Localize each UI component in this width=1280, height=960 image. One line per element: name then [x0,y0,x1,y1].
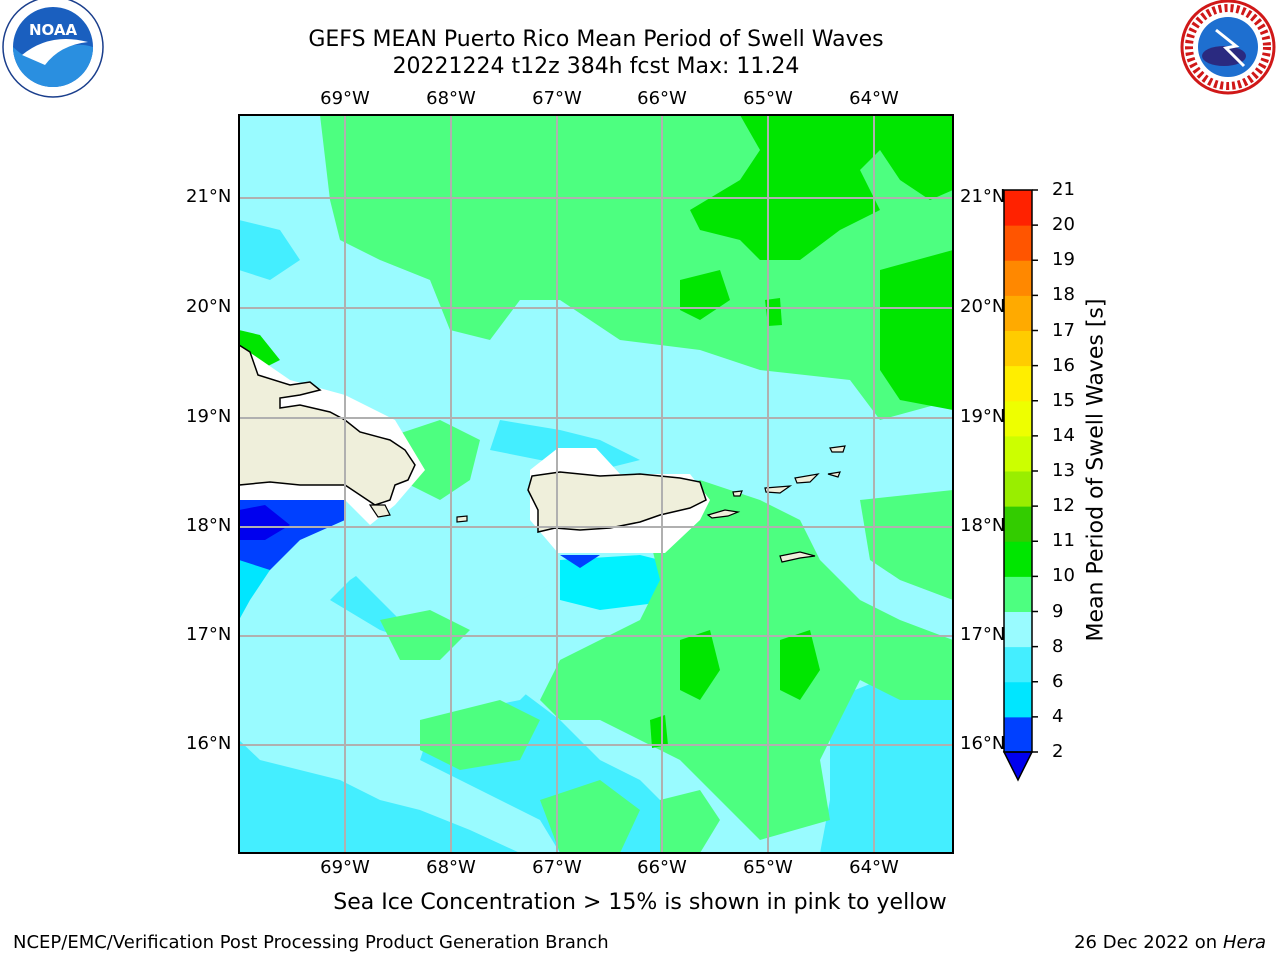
map-panel [238,115,953,853]
lon-label-top: 66°W [637,88,687,109]
lat-label-left: 18°N [186,515,232,536]
lon-label-top: 69°W [320,88,370,109]
lon-label-bottom: 64°W [849,857,899,878]
colorbar-tick-label: 13 [1052,460,1075,481]
colorbar-tick-label: 19 [1052,249,1075,271]
lon-label-top: 64°W [849,88,899,109]
colorbar-tick-label: 6 [1052,670,1064,692]
colorbar-segment [1004,260,1032,296]
lat-label-right: 16°N [960,733,1004,754]
colorbar-segment [1004,471,1032,507]
colorbar-segment [1004,365,1032,402]
lon-label-bottom: 66°W [637,857,687,878]
colorbar-segment [1004,330,1032,367]
colorbar-tick-label: 10 [1052,565,1075,587]
lat-label-right: 20°N [960,296,1004,317]
map-title: GEFS MEAN Puerto Rico Mean Period of Swe… [308,27,884,52]
lat-label-left: 21°N [186,186,232,207]
colorbar-segment [1004,400,1032,437]
colorbar-tick-label: 16 [1052,354,1075,376]
colorbar-tick-label: 8 [1052,635,1064,657]
svg-text:NOAA: NOAA [29,21,78,39]
lat-label-left: 19°N [186,406,232,427]
lon-label-bottom: 69°W [320,857,370,878]
colorbar-segment [1004,716,1032,753]
lat-label-right: 21°N [960,186,1004,207]
lon-label-bottom: 65°W [743,857,793,878]
lat-label-left: 16°N [186,733,232,754]
colorbar-tick-label: 9 [1052,600,1064,622]
map-frame [238,114,954,854]
colorbar-segment [1004,225,1032,261]
colorbar-tick-label: 11 [1052,530,1075,552]
colorbar-segment [1004,506,1032,542]
lat-label-left: 20°N [186,296,232,317]
lon-label-top: 67°W [532,88,582,109]
map-subtitle: 20221224 t12z 384h fcst Max: 11.24 [392,54,800,79]
lat-label-right: 18°N [960,515,1004,536]
colorbar [1002,189,1038,782]
colorbar-segment [1004,190,1032,226]
colorbar-segment [1004,681,1032,718]
colorbar-extend-triangle [1002,751,1034,782]
lat-label-right: 19°N [960,406,1004,427]
sea-ice-caption: Sea Ice Concentration > 15% is shown in … [333,890,947,915]
colorbar-tick-label: 4 [1052,705,1064,727]
colorbar-segment [1004,576,1032,612]
colorbar-tick-label: 20 [1052,214,1075,236]
colorbar-tick-label: 14 [1052,424,1075,446]
colorbar-tick-label: 12 [1052,495,1075,517]
colorbar-segment [1004,435,1032,472]
colorbar-segment [1004,646,1032,683]
colorbar-title: Mean Period of Swell Waves [s] [1083,298,1109,642]
lat-label-left: 17°N [186,624,232,645]
lon-label-top: 68°W [426,88,476,109]
national-weather-service-logo [1180,0,1276,95]
lat-label-right: 17°N [960,624,1004,645]
colorbar-tick-label: 15 [1052,389,1075,411]
colorbar-segment [1004,295,1032,331]
lon-label-top: 65°W [743,88,793,109]
footer-date: 26 Dec 2022 on Hera [1074,932,1266,953]
footer-branch: NCEP/EMC/Verification Post Processing Pr… [13,932,609,953]
colorbar-tick-label: 18 [1052,284,1075,306]
lon-label-bottom: 67°W [532,857,582,878]
noaa-logo: NOAA [2,0,104,98]
colorbar-segment [1004,541,1032,577]
colorbar-tick-label: 21 [1052,179,1075,200]
colorbar-tick-label: 2 [1052,741,1064,762]
colorbar-segment [1004,611,1032,648]
footer-date-text: 26 Dec 2022 on [1074,932,1218,953]
lon-label-bottom: 68°W [426,857,476,878]
colorbar-tick-label: 17 [1052,319,1075,341]
graticule [239,115,953,853]
footer-host: Hera [1222,932,1266,953]
